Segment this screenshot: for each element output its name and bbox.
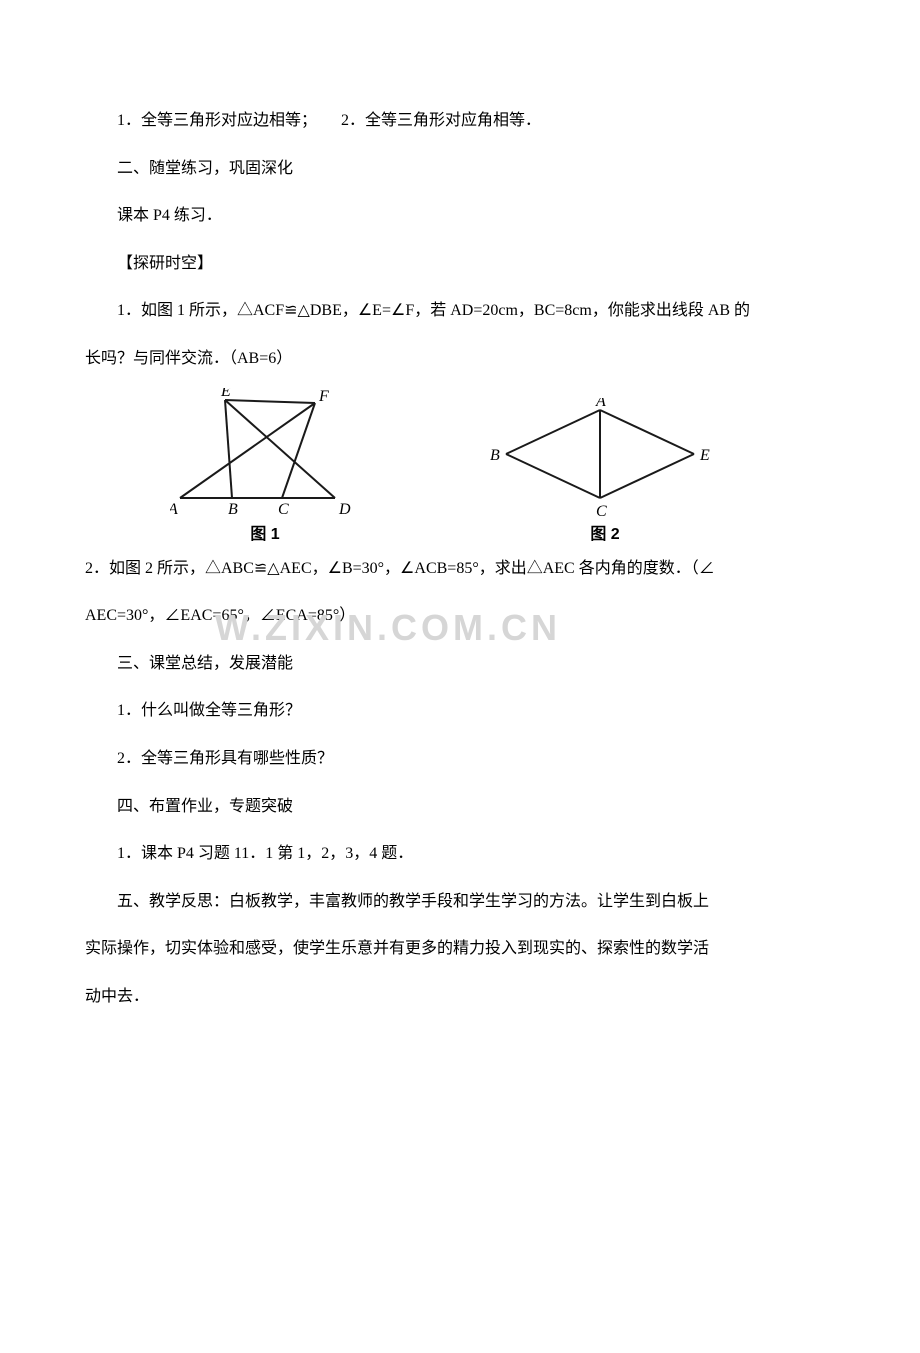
- line-12c: 动中去．: [85, 976, 835, 1018]
- line-6b: AEC=30°，∠EAC=65°，∠ECA=85°）: [85, 595, 835, 637]
- svg-text:E: E: [699, 447, 710, 464]
- figure-1-wrap: E F A B C D 图 1: [170, 388, 360, 544]
- line-8: 1．什么叫做全等三角形？: [85, 690, 835, 732]
- figure-2-label: 图 2: [590, 520, 619, 544]
- diagram-row: E F A B C D 图 1 A B E C 图 2: [170, 388, 835, 544]
- line-3: 课本 P4 练习．: [85, 195, 835, 237]
- line-11: 1．课本 P4 习题 11．1 第 1，2，3，4 题．: [85, 833, 835, 875]
- svg-text:E: E: [220, 388, 231, 400]
- line-7: 三、课堂总结，发展潜能: [85, 643, 835, 685]
- svg-text:A: A: [170, 501, 178, 518]
- line-6: 2．如图 2 所示，△ABC≌△AEC，∠B=30°，∠ACB=85°，求出△A…: [85, 548, 835, 590]
- svg-text:A: A: [595, 398, 606, 410]
- line-5: 1．如图 1 所示，△ACF≌△DBE，∠E=∠F，若 AD=20cm，BC=8…: [85, 290, 835, 332]
- line-12: 五、教学反思：白板教学，丰富教师的教学手段和学生学习的方法。让学生到白板上: [85, 881, 835, 923]
- svg-text:F: F: [318, 388, 329, 405]
- line-10: 四、布置作业，专题突破: [85, 786, 835, 828]
- svg-text:D: D: [338, 501, 351, 518]
- line-2: 二、随堂练习，巩固深化: [85, 148, 835, 190]
- figure-2-svg: A B E C: [490, 398, 720, 518]
- line-4: 【探研时空】: [85, 243, 835, 285]
- line-1: 1．全等三角形对应边相等； 2．全等三角形对应角相等．: [85, 100, 835, 142]
- svg-text:B: B: [490, 447, 500, 464]
- svg-text:C: C: [596, 503, 607, 518]
- line-9: 2．全等三角形具有哪些性质？: [85, 738, 835, 780]
- svg-text:B: B: [228, 501, 238, 518]
- svg-text:C: C: [278, 501, 289, 518]
- line-12b: 实际操作，切实体验和感受，使学生乐意并有更多的精力投入到现实的、探索性的数学活: [85, 928, 835, 970]
- figure-1-label: 图 1: [250, 520, 279, 544]
- figure-2-wrap: A B E C 图 2: [490, 398, 720, 544]
- line-5b: 长吗？与同伴交流．（AB=6）: [85, 338, 835, 380]
- figure-1-svg: E F A B C D: [170, 388, 360, 518]
